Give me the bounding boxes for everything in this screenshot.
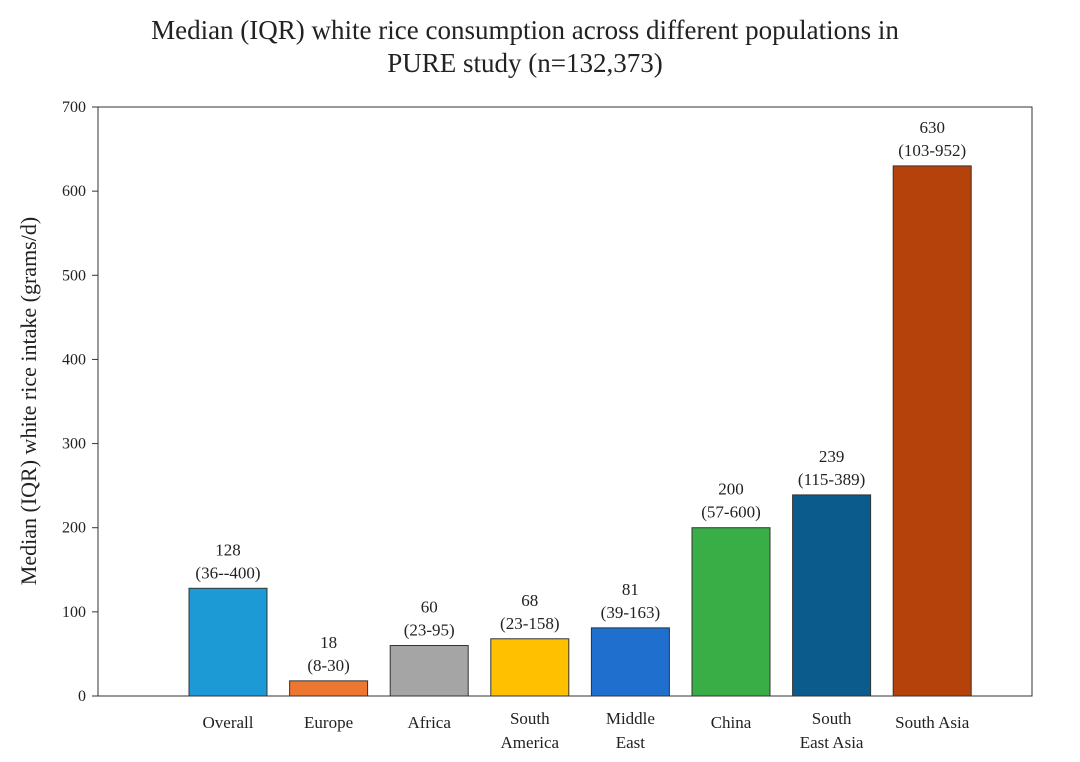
data-labels: 128 (36--400) 18 (8-30) 60 (23-95) 68 (23-158) 8… — [195, 118, 966, 675]
y-tick-label: 700 — [62, 99, 86, 116]
bar-iqr-label: (39-163) — [601, 603, 660, 622]
bar-iqr-label: (23-95) — [404, 621, 455, 640]
category-label: China — [711, 713, 752, 732]
chart-title-line-1: Median (IQR) white rice consumption acro… — [151, 15, 899, 45]
y-tick-label: 200 — [62, 520, 86, 537]
y-axis: 0 100 200 300 400 500 600 700 — [62, 99, 98, 705]
bar-value-label: 81 — [622, 580, 639, 599]
category-label: Europe — [304, 713, 353, 732]
y-tick-label: 300 — [62, 436, 86, 453]
bar — [892, 165, 972, 697]
category-label: Overall — [203, 713, 254, 732]
chart-title: Median (IQR) white rice consumption acro… — [0, 14, 1050, 80]
bar-value-label: 18 — [320, 633, 337, 652]
bar-value-label: 200 — [718, 480, 744, 499]
category-label: South — [812, 709, 852, 728]
bar-value-label: 128 — [215, 540, 241, 559]
bar-iqr-label: (36--400) — [195, 563, 260, 582]
category-label: East Asia — [800, 733, 864, 752]
bar-value-label: 239 — [819, 447, 845, 466]
y-tick-label: 400 — [62, 351, 86, 368]
bar — [188, 587, 268, 697]
category-label: East — [616, 733, 646, 752]
y-tick-label: 600 — [62, 183, 86, 200]
chart-title-line-2: PURE study (n=132,373) — [387, 48, 663, 78]
y-axis-label: Median (IQR) white rice intake (grams/d) — [16, 217, 41, 585]
bar-iqr-label: (23-158) — [500, 614, 559, 633]
bars — [188, 165, 972, 697]
bar-iqr-label: (8-30) — [307, 656, 349, 675]
bar — [490, 638, 570, 697]
bar-value-label: 68 — [521, 591, 538, 610]
bar — [389, 645, 469, 697]
category-labels: Overall Europe Africa South America Middle Eas… — [203, 709, 970, 752]
category-label: America — [501, 733, 560, 752]
category-label: Middle — [606, 709, 655, 728]
bar-iqr-label: (57-600) — [701, 503, 760, 522]
bar — [289, 680, 369, 697]
bar — [691, 527, 771, 697]
category-label: South — [510, 709, 550, 728]
bar-value-label: 60 — [421, 598, 438, 617]
bar — [590, 627, 670, 697]
y-tick-label: 500 — [62, 267, 86, 284]
category-label: Africa — [407, 713, 451, 732]
bar-iqr-label: (115-389) — [798, 470, 865, 489]
bar-iqr-label: (103-952) — [898, 141, 966, 160]
category-label: South Asia — [895, 713, 970, 732]
y-tick-label: 0 — [78, 688, 86, 705]
y-tick-label: 100 — [62, 604, 86, 621]
bar-value-label: 630 — [919, 118, 945, 137]
bar — [792, 494, 872, 697]
